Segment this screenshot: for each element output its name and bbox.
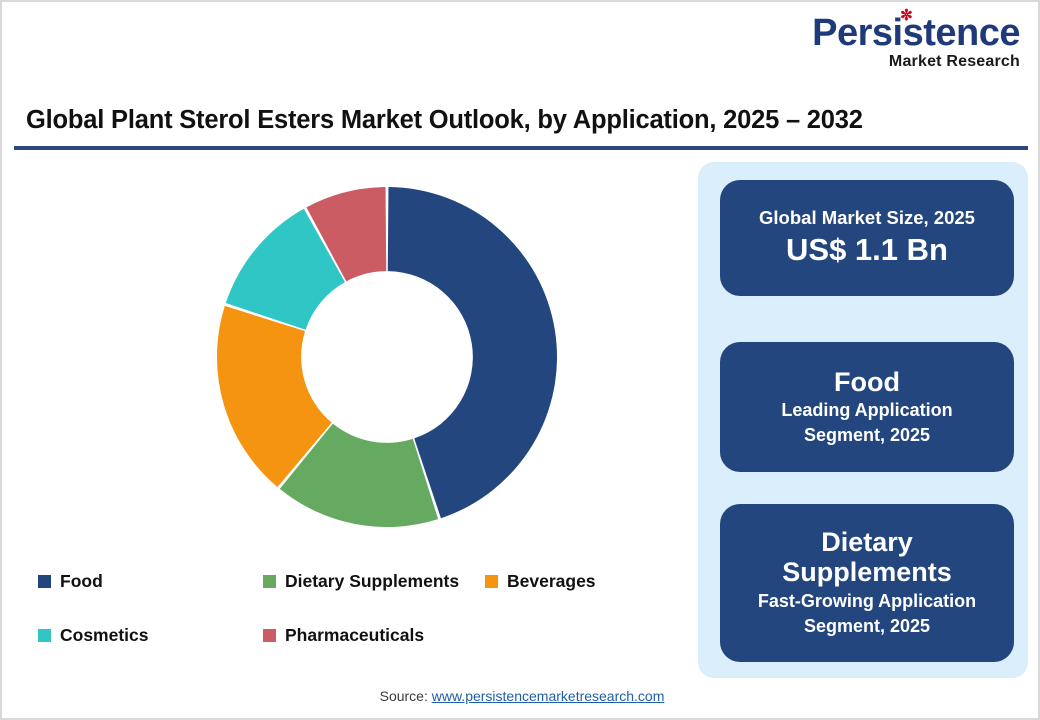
card-leading-segment: Food Leading Application Segment, 2025 <box>720 342 1014 472</box>
donut-slice-beverages[interactable] <box>217 305 332 488</box>
legend-label-cosmetics: Cosmetics <box>60 624 149 645</box>
legend-row-1: Food Dietary Supplements Beverages <box>38 554 668 608</box>
legend-item-dietary-supplements[interactable]: Dietary Supplements <box>263 571 485 592</box>
legend-label-dietary-supplements: Dietary Supplements <box>285 570 460 591</box>
donut-slice-cosmetics[interactable] <box>225 208 345 330</box>
legend-swatch-beverages <box>485 574 498 588</box>
card-market-size-value: US$ 1.1 Bn <box>786 231 948 267</box>
source-link[interactable]: www.persistencemarketresearch.com <box>431 688 665 704</box>
card-fastest-growing-sub-line2: Segment, 2025 <box>803 615 931 636</box>
page-title: Global Plant Sterol Esters Market Outloo… <box>26 106 863 134</box>
legend-item-cosmetics[interactable]: Cosmetics <box>38 625 263 646</box>
legend-swatch-cosmetics <box>38 628 51 642</box>
donut-chart-svg <box>217 187 558 527</box>
donut-slice-dietary-supplements[interactable] <box>279 423 439 527</box>
source-prefix: Source: <box>379 688 432 704</box>
donut-slice-food[interactable] <box>387 187 558 519</box>
card-market-size: Global Market Size, 2025 US$ 1.1 Bn <box>720 180 1014 296</box>
card-fastest-growing-segment: Dietary Supplements Fast-Growing Applica… <box>720 504 1014 662</box>
source-line: Source: www.persistencemarketresearch.co… <box>2 688 1040 704</box>
card-leading-segment-sub-line1: Leading Application <box>781 400 953 421</box>
card-fastest-growing-title-line2: Supplements <box>782 557 952 588</box>
legend-swatch-pharmaceuticals <box>263 628 276 642</box>
legend-label-food: Food <box>60 570 103 591</box>
donut-slice-pharmaceuticals[interactable] <box>306 187 387 282</box>
chart-area <box>16 154 676 554</box>
legend-swatch-dietary-supplements <box>263 574 276 588</box>
chart-legend: Food Dietary Supplements Beverages Cosme… <box>38 554 668 662</box>
legend-label-beverages: Beverages <box>507 570 596 591</box>
card-market-size-caption: Global Market Size, 2025 <box>759 207 975 229</box>
legend-label-pharmaceuticals: Pharmaceuticals <box>285 624 425 645</box>
legend-item-pharmaceuticals[interactable]: Pharmaceuticals <box>263 625 424 646</box>
legend-row-2: Cosmetics Pharmaceuticals <box>38 608 668 662</box>
card-fastest-growing-sub-line1: Fast-Growing Application <box>757 590 977 611</box>
highlights-panel: Global Market Size, 2025 US$ 1.1 Bn Food… <box>698 162 1028 678</box>
logo-subtitle: Market Research <box>888 53 1020 70</box>
legend-item-food[interactable]: Food <box>38 571 263 592</box>
legend-item-beverages[interactable]: Beverages <box>485 571 596 592</box>
card-leading-segment-title: Food <box>834 366 900 397</box>
card-fastest-growing-title-line1: Dietary <box>821 527 913 558</box>
title-divider <box>14 146 1028 150</box>
logo-star-icon: ✼ <box>900 7 913 24</box>
donut-slice-group <box>217 187 558 527</box>
donut-chart <box>201 171 573 543</box>
logo-wordmark: Persistence ✼ <box>812 8 1020 54</box>
card-leading-segment-sub-line2: Segment, 2025 <box>803 425 931 446</box>
logo-name: Persistence <box>812 12 1020 54</box>
brand-logo: Persistence ✼ Market Research <box>812 8 1020 70</box>
legend-swatch-food <box>38 574 51 588</box>
